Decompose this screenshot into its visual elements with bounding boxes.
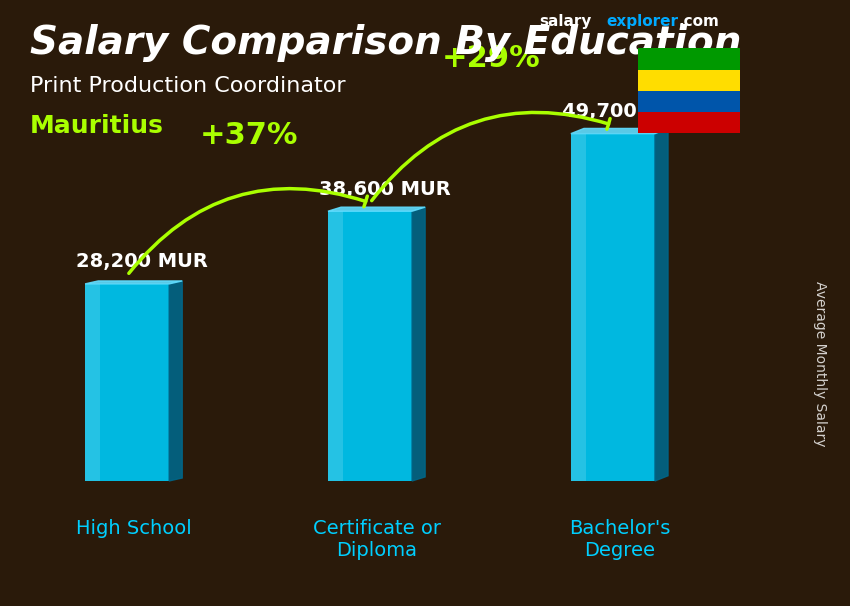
Text: Certificate or
Diploma: Certificate or Diploma [313, 519, 440, 561]
Text: explorer: explorer [607, 14, 678, 29]
Polygon shape [169, 281, 182, 481]
Text: 49,700 MUR: 49,700 MUR [562, 102, 693, 121]
FancyBboxPatch shape [85, 284, 169, 481]
Text: +37%: +37% [199, 121, 298, 150]
Polygon shape [571, 128, 668, 134]
Text: .com: .com [678, 14, 719, 29]
FancyBboxPatch shape [85, 284, 100, 481]
Text: Print Production Coordinator: Print Production Coordinator [30, 76, 345, 96]
Bar [638, 70, 740, 91]
Bar [638, 112, 740, 133]
Polygon shape [655, 128, 668, 481]
Polygon shape [85, 281, 182, 284]
Text: 38,600 MUR: 38,600 MUR [319, 179, 450, 199]
Polygon shape [412, 207, 425, 481]
FancyBboxPatch shape [571, 134, 655, 481]
Text: Mauritius: Mauritius [30, 114, 163, 138]
Text: salary: salary [540, 14, 592, 29]
Text: 28,200 MUR: 28,200 MUR [76, 252, 207, 271]
Text: High School: High School [76, 519, 191, 538]
FancyBboxPatch shape [328, 211, 412, 481]
Text: Average Monthly Salary: Average Monthly Salary [813, 281, 827, 447]
Polygon shape [328, 207, 425, 211]
Bar [638, 91, 740, 112]
Bar [638, 48, 740, 70]
Text: +29%: +29% [442, 44, 541, 73]
Text: Bachelor's
Degree: Bachelor's Degree [569, 519, 670, 561]
Text: Salary Comparison By Education: Salary Comparison By Education [30, 24, 741, 62]
FancyBboxPatch shape [571, 134, 586, 481]
FancyBboxPatch shape [328, 211, 343, 481]
